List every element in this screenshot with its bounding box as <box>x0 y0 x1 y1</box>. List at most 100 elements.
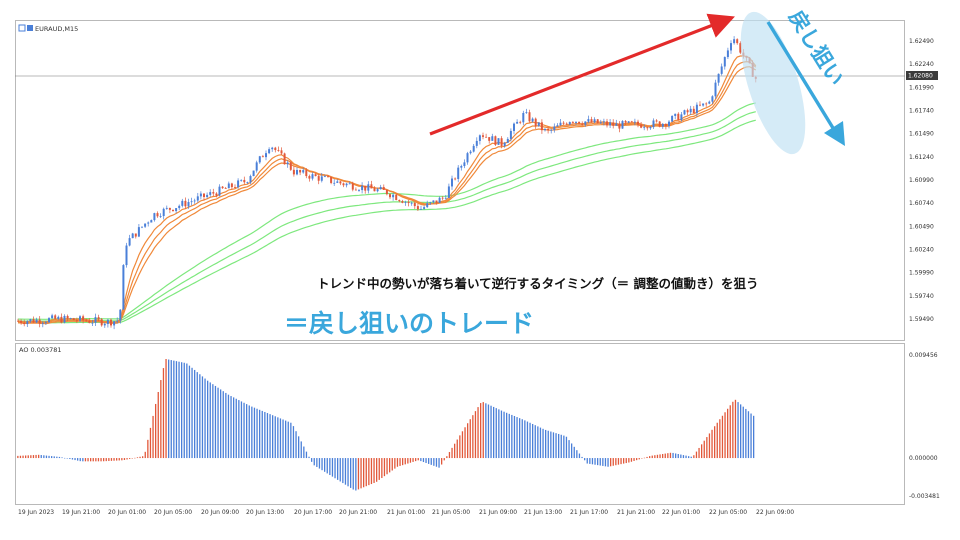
ao-bar <box>209 382 211 459</box>
candle <box>401 199 404 204</box>
ao-bar <box>394 458 396 469</box>
ao-bar <box>537 426 539 459</box>
ao-bar <box>373 458 375 483</box>
candle <box>609 119 612 129</box>
ao-bar <box>628 458 630 463</box>
ao-bar <box>38 454 40 459</box>
candle <box>175 207 178 214</box>
candle <box>423 205 426 210</box>
ao-bar <box>578 453 581 459</box>
ao-panel[interactable] <box>15 343 905 505</box>
ao-bar <box>136 457 139 459</box>
ao-bar <box>529 422 531 459</box>
candle <box>584 121 587 127</box>
ao-bar <box>607 458 609 467</box>
candle <box>457 165 460 183</box>
ao-bar <box>233 397 235 459</box>
candle <box>345 182 348 188</box>
candle <box>181 198 184 208</box>
ao-bar <box>261 410 263 459</box>
candle <box>234 184 236 189</box>
ao-bar <box>383 458 386 477</box>
candle <box>354 187 357 191</box>
ao-bar <box>412 458 414 462</box>
ao-bar <box>506 412 508 459</box>
ao-bar <box>365 458 367 487</box>
ao-bar <box>82 458 84 462</box>
candle <box>404 200 407 206</box>
ao-bar <box>259 409 261 459</box>
time-tick-label: 19 Jun 2023 <box>18 509 54 516</box>
ao-bar <box>191 367 193 459</box>
candle <box>308 174 311 182</box>
ao-bar <box>287 421 289 459</box>
ao-bar <box>84 458 87 462</box>
candle <box>522 110 525 126</box>
candle <box>113 320 116 330</box>
candle <box>488 137 491 144</box>
price-tick-label: 1.60240 <box>909 247 934 254</box>
ao-bar <box>225 392 227 459</box>
candle <box>110 318 112 328</box>
candle <box>686 108 689 116</box>
ao-bar <box>303 446 305 459</box>
candle <box>392 192 395 201</box>
candle <box>410 201 413 206</box>
ao-bar <box>321 458 323 471</box>
ao-bar <box>620 458 622 465</box>
candles <box>17 36 757 330</box>
candle <box>637 119 639 128</box>
ao-bar <box>238 400 240 459</box>
candle <box>640 121 643 129</box>
ao-bar <box>118 458 120 461</box>
candle <box>553 123 556 133</box>
candle <box>413 201 416 209</box>
candle <box>286 160 289 168</box>
price-tick-label: 1.62240 <box>909 61 934 68</box>
time-tick-label: 21 Jun 17:00 <box>570 509 608 516</box>
candle <box>726 47 729 60</box>
candle <box>75 317 78 324</box>
candle <box>714 79 717 100</box>
time-tick-label: 22 Jun 01:00 <box>662 509 700 516</box>
candle <box>578 121 581 125</box>
candle <box>683 109 686 116</box>
candle <box>494 135 497 146</box>
candle <box>426 200 429 208</box>
candle <box>702 103 705 107</box>
time-tick-label: 21 Jun 21:00 <box>617 509 655 516</box>
ao-bar <box>420 458 422 462</box>
ao-bar <box>19 455 22 459</box>
candle <box>72 317 75 321</box>
candle <box>447 183 450 199</box>
ao-bar <box>646 456 648 459</box>
candle <box>618 121 621 133</box>
candle <box>20 319 23 325</box>
ao-bar <box>550 431 552 459</box>
candle <box>395 193 398 201</box>
candle <box>441 196 444 201</box>
ao-bar <box>729 405 731 459</box>
ao-bar <box>534 425 536 459</box>
ao-bar <box>641 458 643 459</box>
ao-bar <box>285 420 287 459</box>
chart-mode-icon[interactable] <box>18 24 26 32</box>
ao-bar <box>311 458 313 462</box>
candle <box>100 317 103 327</box>
ao-bar <box>584 458 586 461</box>
green-ma-line <box>17 111 756 322</box>
ao-bar <box>636 458 638 461</box>
ao-bar <box>675 453 677 459</box>
ao-bar <box>589 458 591 464</box>
ao-bar <box>500 410 503 459</box>
ao-bar <box>521 419 523 459</box>
candle <box>156 211 159 218</box>
candle <box>516 119 519 124</box>
indicator-icon[interactable] <box>27 25 33 31</box>
candle <box>525 108 528 114</box>
ao-bar <box>97 458 100 462</box>
ao-bar <box>482 402 484 459</box>
time-tick-label: 20 Jun 17:00 <box>294 509 332 516</box>
candle <box>302 167 305 174</box>
candle <box>556 123 559 127</box>
